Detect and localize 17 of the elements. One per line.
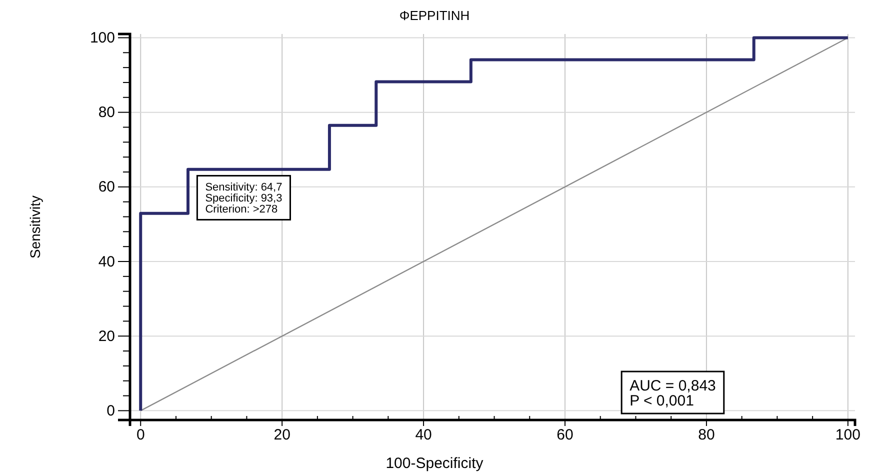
- y-tick-label: 40: [98, 253, 115, 270]
- y-axis-title: Sensitivity: [27, 195, 43, 259]
- x-axis-title: 100-Specificity: [386, 455, 484, 472]
- annotation: Sensitivity: 64,7 Specificity: 93,3 Criterion: >278: [205, 182, 282, 216]
- y-tick-label: 0: [106, 402, 115, 420]
- annotation: AUC = 0,843 P < 0,001: [630, 378, 716, 410]
- x-tick-label: 0: [136, 426, 145, 444]
- y-tick-label: 80: [98, 104, 115, 122]
- x-tick-label: 80: [698, 426, 715, 444]
- y-tick-label: 20: [98, 328, 115, 345]
- y-tick-label: 100: [90, 30, 115, 47]
- x-tick-label: 20: [274, 426, 290, 444]
- y-tick-label: 60: [98, 178, 115, 196]
- x-tick-label: 100: [835, 426, 860, 444]
- x-tick-label: 40: [415, 426, 432, 444]
- chart-title: ΦΕΡΡΙΤΙΝΗ: [399, 8, 470, 23]
- x-tick-label: 60: [556, 426, 574, 444]
